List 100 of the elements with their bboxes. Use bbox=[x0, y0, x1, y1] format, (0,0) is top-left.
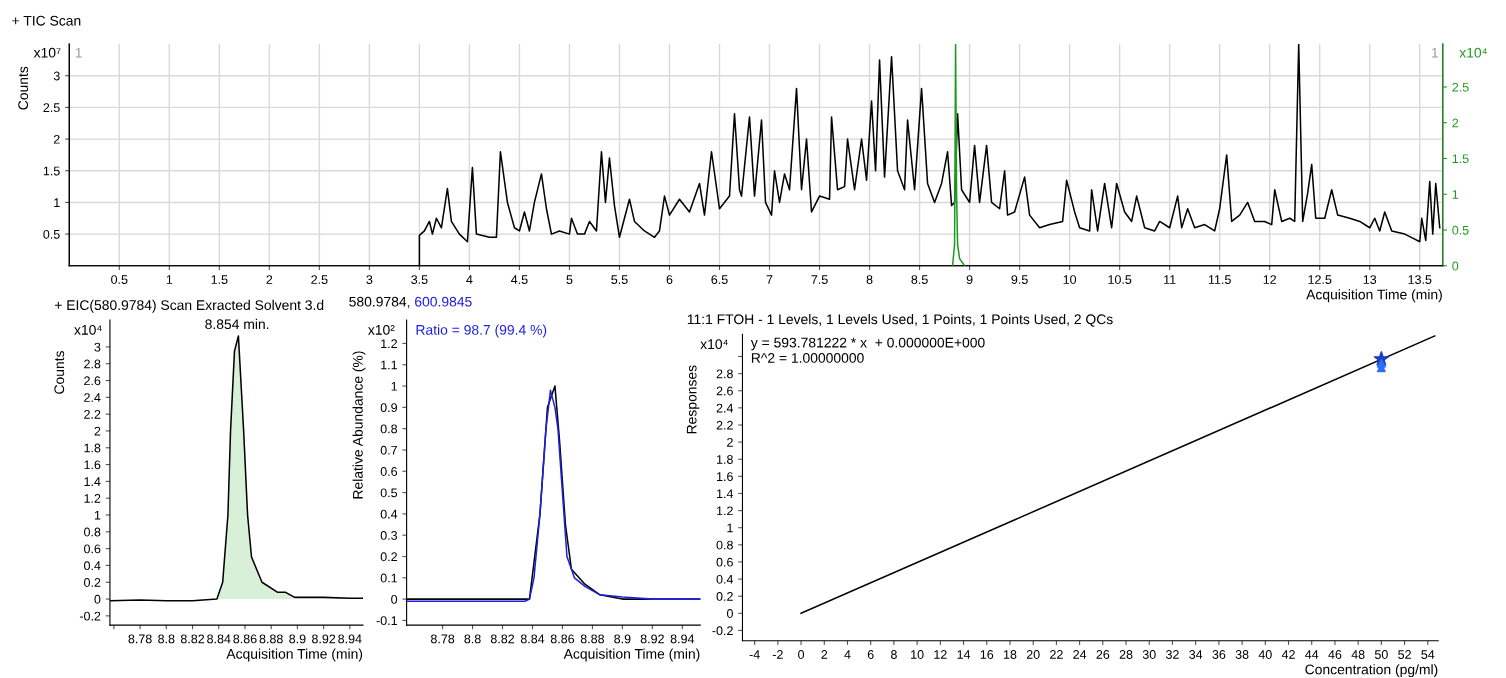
y-axis-title: Responses bbox=[686, 365, 700, 434]
y-tick-label: -0.1 bbox=[376, 616, 397, 626]
x-tick-label: 32 bbox=[1165, 650, 1179, 659]
y-tick-label: 1.5 bbox=[43, 166, 60, 176]
x-tick-label: 52 bbox=[1398, 650, 1411, 659]
y-tick-label: 0 bbox=[391, 594, 398, 604]
chart-title: + TIC Scan bbox=[12, 15, 81, 26]
x-tick-label: 44 bbox=[1305, 650, 1319, 659]
x-tick-label: 8.78 bbox=[430, 634, 455, 644]
chart-title: + EIC(580.9784) Scan Exracted Solvent 3.d bbox=[54, 299, 324, 313]
x-tick-label: 34 bbox=[1189, 650, 1203, 659]
y-tick-label: 0 bbox=[94, 594, 101, 604]
x-tick-label: 8.92 bbox=[312, 634, 336, 644]
x-axis-title: Acquisition Time (min) bbox=[226, 648, 363, 662]
y-tick-label: 0.3 bbox=[380, 531, 398, 540]
x-tick-label: 8.8 bbox=[464, 634, 481, 644]
y-tick-label: 3 bbox=[53, 71, 60, 81]
x-tick-label: 18 bbox=[1003, 650, 1017, 659]
x-tick-label: 8.88 bbox=[580, 634, 605, 644]
y-tick-label: 2.6 bbox=[716, 386, 733, 396]
y-tick-label: 0.6 bbox=[716, 557, 733, 567]
y-tick-label: 0 bbox=[726, 609, 733, 618]
x-tick-label: 6.5 bbox=[711, 275, 728, 284]
y-tick-label: 2.2 bbox=[84, 409, 101, 419]
x-tick-label: 0 bbox=[798, 650, 805, 659]
x-axis-title: Acquisition Time (min) bbox=[563, 648, 700, 662]
x-axis-title: Concentration (pg/ml) bbox=[1305, 664, 1438, 678]
y-tick-label: 3 bbox=[94, 342, 101, 352]
y-tick-label: 0.2 bbox=[716, 592, 733, 601]
x-tick-label: 2 bbox=[266, 275, 273, 284]
y2-tick-label: 2 bbox=[1452, 118, 1459, 128]
x-tick-label: 10.5 bbox=[1108, 275, 1132, 284]
y-axis-title: Relative Abundance (%) bbox=[352, 351, 366, 499]
y-tick-label: 0.8 bbox=[380, 424, 398, 434]
x-tick-label: 30 bbox=[1142, 650, 1156, 659]
x-tick-label: 12 bbox=[1263, 275, 1277, 284]
y-tick-label: 2.8 bbox=[716, 369, 733, 379]
x-axis-title: Acquisition Time (min) bbox=[1306, 289, 1442, 303]
x-tick-label: 8.84 bbox=[207, 634, 231, 644]
x-tick-label: 8.92 bbox=[640, 634, 664, 644]
x-tick-label: 8.82 bbox=[180, 634, 205, 644]
y-tick-label: 2.2 bbox=[716, 420, 733, 430]
y-tick-label: 0.2 bbox=[380, 552, 397, 562]
x-tick-label: 11 bbox=[1164, 275, 1176, 284]
annotation: Ratio = 98.7 (99.4 %) bbox=[416, 324, 547, 338]
y-tick-label: 0.1 bbox=[380, 573, 397, 583]
x-tick-label: 16 bbox=[980, 650, 994, 659]
x-tick-label: 36 bbox=[1212, 650, 1226, 659]
x-tick-label: 50 bbox=[1374, 650, 1388, 659]
x-tick-label: 8.86 bbox=[550, 634, 575, 644]
x-tick-label: 9 bbox=[966, 275, 973, 284]
y-tick-label: 0.5 bbox=[43, 229, 60, 239]
x-tick-label: 26 bbox=[1096, 650, 1110, 659]
y-tick-label: 1.8 bbox=[717, 455, 733, 464]
y-tick-label: 0.9 bbox=[380, 403, 397, 413]
y-axis-title: Counts bbox=[18, 66, 29, 110]
y-tick-label: 0.6 bbox=[84, 544, 101, 554]
y-tick-label: 0.8 bbox=[716, 540, 733, 550]
x-tick-label: 4 bbox=[466, 275, 473, 284]
y-tick-label: 1.4 bbox=[84, 477, 101, 486]
x-tick-label: 14 bbox=[957, 650, 971, 659]
x-tick-label: 0.5 bbox=[111, 275, 128, 284]
x-tick-label: 12.5 bbox=[1308, 275, 1332, 284]
text: , 600.9845 bbox=[407, 296, 472, 309]
x-tick-label: 8.9 bbox=[289, 634, 306, 644]
y-tick-label: 0.4 bbox=[84, 561, 101, 571]
x-tick-label: 24 bbox=[1073, 650, 1087, 659]
y-tick-label: 0.2 bbox=[84, 578, 101, 587]
y-tick-label: 1.6 bbox=[717, 472, 733, 482]
y-tick-label: 0.5 bbox=[380, 488, 398, 498]
x-tick-label: 8.94 bbox=[670, 634, 695, 644]
x-tick-label: 20 bbox=[1026, 650, 1040, 659]
y-tick-label: 1.6 bbox=[84, 460, 101, 470]
x-tick-label: 4.5 bbox=[511, 275, 528, 284]
x-tick-label: 8 bbox=[866, 275, 873, 284]
y-tick-label: 2.4 bbox=[716, 403, 734, 413]
y2-tick-label: 1 bbox=[1452, 190, 1459, 199]
x-tick-label: 22 bbox=[1050, 650, 1063, 659]
y-tick-label: 1 bbox=[391, 381, 397, 391]
x-tick-label: 38 bbox=[1235, 650, 1249, 659]
x-tick-label: 48 bbox=[1351, 650, 1365, 659]
text: 580.9784 bbox=[349, 296, 407, 307]
annotation: 8.854 min. bbox=[205, 318, 269, 330]
x-tick-label: 8.94 bbox=[338, 634, 362, 644]
x-tick-label: 6 bbox=[867, 650, 874, 659]
y-tick-label: 2.6 bbox=[84, 376, 101, 386]
y-tick-label: 2.8 bbox=[84, 359, 101, 369]
y2-tick-label: 0.5 bbox=[1452, 225, 1469, 235]
x-tick-label: 9.5 bbox=[1011, 275, 1028, 284]
text: x10⁴ bbox=[1459, 47, 1487, 58]
x-tick-label: 8.88 bbox=[259, 634, 283, 644]
x-tick-label: 1 bbox=[166, 275, 173, 284]
x-tick-label: 2.5 bbox=[311, 275, 328, 284]
x-tick-label: 12 bbox=[934, 650, 947, 659]
text: x10⁴ bbox=[700, 339, 728, 350]
x-tick-label: 8.5 bbox=[911, 275, 928, 284]
x-tick-label: 10 bbox=[1063, 275, 1077, 284]
annotation: 1 bbox=[1431, 47, 1438, 58]
x-tick-label: 46 bbox=[1328, 650, 1342, 659]
x-tick-label: 13.5 bbox=[1408, 275, 1432, 284]
